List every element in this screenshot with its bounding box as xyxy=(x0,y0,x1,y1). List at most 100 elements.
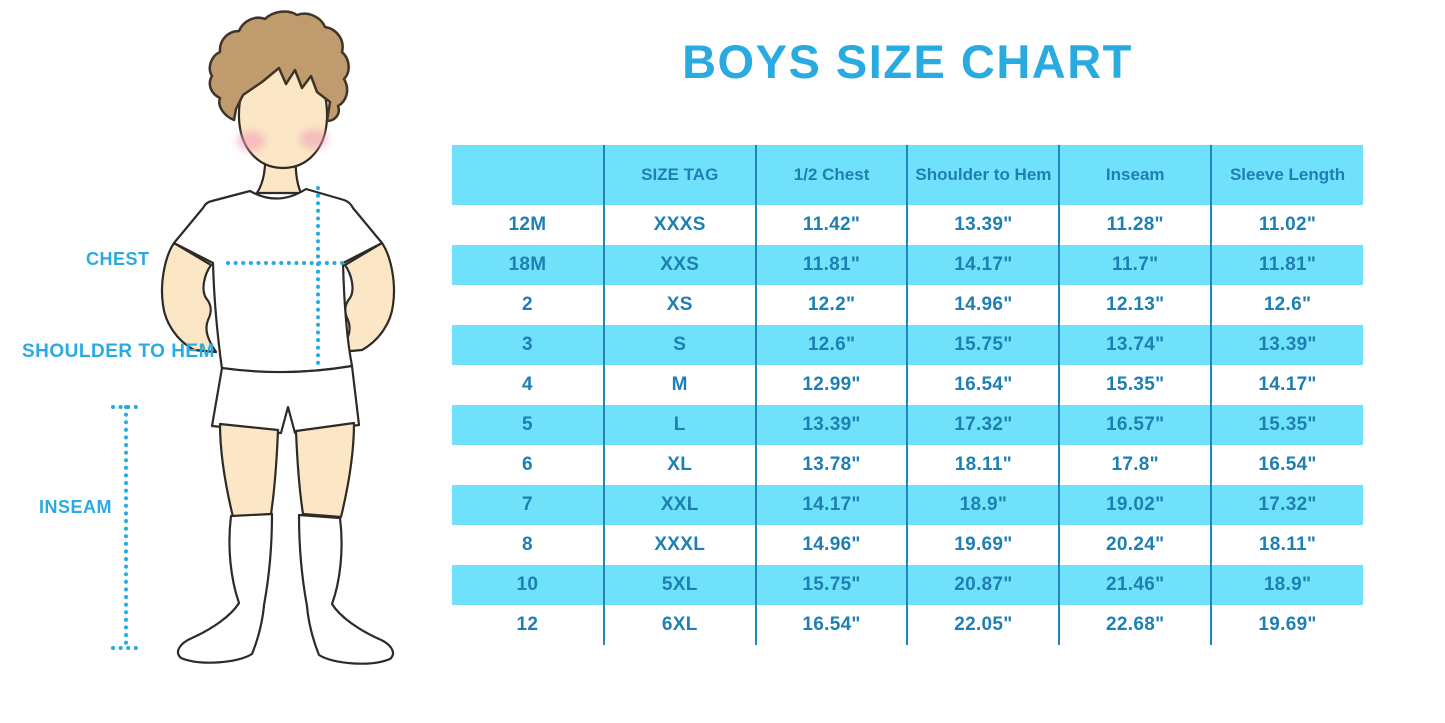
table-cell: 12.6" xyxy=(754,325,908,365)
table-cell: 18.11" xyxy=(1210,525,1363,565)
boy-right-sock xyxy=(297,513,395,665)
table-cell: 19.69" xyxy=(906,525,1060,565)
table-cell: 13.39" xyxy=(906,205,1060,245)
column-header: Shoulder to Hem xyxy=(906,145,1060,205)
table-cell: 11.42" xyxy=(754,205,908,245)
boy-left-thigh xyxy=(218,422,280,519)
boy-hair xyxy=(208,10,350,123)
table-cell: 15.35" xyxy=(1058,365,1212,405)
table-cell: 16.54" xyxy=(754,605,908,645)
table-row: 3 S 12.6" 15.75" 13.74" 13.39" xyxy=(452,325,1363,365)
table-cell: 11.02" xyxy=(1210,205,1363,245)
table-row: 6 XL 13.78" 18.11" 17.8" 16.54" xyxy=(452,445,1363,485)
table-cell: 10 xyxy=(452,565,604,605)
table-cell: 15.75" xyxy=(754,565,908,605)
size-table-container: SIZE TAG 1/2 Chest Shoulder to Hem Inseam Sl… xyxy=(452,145,1363,645)
table-cell: 19.69" xyxy=(1210,605,1363,645)
table-cell: 6XL xyxy=(602,605,756,645)
table-cell: 22.68" xyxy=(1058,605,1212,645)
table-row: 12M XXXS 11.42" 13.39" 11.28" 11.02" xyxy=(452,205,1363,245)
table-cell: 13.74" xyxy=(1058,325,1212,365)
table-cell: 16.57" xyxy=(1058,405,1212,445)
chest-label: CHEST xyxy=(86,249,150,269)
table-cell: 17.32" xyxy=(1210,485,1363,525)
table-cell: XXS xyxy=(602,245,756,285)
table-cell: 14.17" xyxy=(754,485,908,525)
table-row: 2 XS 12.2" 14.96" 12.13" 12.6" xyxy=(452,285,1363,325)
page-title: BOYS SIZE CHART xyxy=(682,35,1133,88)
table-cell: 20.87" xyxy=(906,565,1060,605)
table-cell: 17.32" xyxy=(906,405,1060,445)
table-row: 18M XXS 11.81" 14.17" 11.7" 11.81" xyxy=(452,245,1363,285)
table-cell: 16.54" xyxy=(906,365,1060,405)
column-header: 1/2 Chest xyxy=(754,145,908,205)
size-table: SIZE TAG 1/2 Chest Shoulder to Hem Inseam Sl… xyxy=(452,145,1363,645)
table-cell: 4 xyxy=(521,374,533,395)
boy-left-sock xyxy=(176,512,274,664)
table-row: 4 M 12.99" 16.54" 15.35" 14.17" xyxy=(452,365,1363,405)
table-cell: XXXL xyxy=(602,525,756,565)
table-cell: 21.46" xyxy=(1058,565,1212,605)
table-cell: 12.6" xyxy=(1210,285,1363,325)
boy-shorts xyxy=(210,364,361,435)
table-cell: 12M xyxy=(508,214,547,235)
table-cell: 6 xyxy=(521,454,533,475)
table-cell: 20.24" xyxy=(1058,525,1212,565)
table-cell: 17.8" xyxy=(1058,445,1212,485)
column-header: Sleeve Length xyxy=(1210,145,1363,205)
header-row: SIZE TAG 1/2 Chest Shoulder to Hem Inseam Sl… xyxy=(452,145,1363,205)
table-cell: 18.9" xyxy=(1210,565,1363,605)
table-cell: XL xyxy=(602,445,756,485)
table-cell: 13.78" xyxy=(754,445,908,485)
table-cell: XS xyxy=(602,285,756,325)
table-cell: XXL xyxy=(602,485,756,525)
table-cell: 3 xyxy=(452,325,604,365)
table-cell: XXXS xyxy=(602,205,756,245)
table-cell: 7 xyxy=(452,485,604,525)
table-cell: 8 xyxy=(521,534,533,555)
boy-cheek-left xyxy=(237,131,265,151)
table-cell: 12.99" xyxy=(754,365,908,405)
table-cell: 15.35" xyxy=(1210,405,1363,445)
table-cell: 2 xyxy=(521,294,533,315)
table-cell: 11.28" xyxy=(1058,205,1212,245)
size-table-body: 12M XXXS 11.42" 13.39" 11.28" 11.02" 18M XXS 11.… xyxy=(452,205,1363,645)
column-header: Inseam xyxy=(1058,145,1212,205)
boy-measurement-illustration xyxy=(111,10,396,665)
table-cell: S xyxy=(602,325,756,365)
table-cell: 11.81" xyxy=(1210,245,1363,285)
table-row: 12 6XL 16.54" 22.05" 22.68" 19.69" xyxy=(452,605,1363,645)
column-header: SIZE TAG xyxy=(602,145,756,205)
table-cell: 16.54" xyxy=(1210,445,1363,485)
table-cell: M xyxy=(602,365,756,405)
table-cell: 12.13" xyxy=(1058,285,1212,325)
table-cell: 14.96" xyxy=(754,525,908,565)
boy-left-arm xyxy=(160,241,218,354)
table-cell: 14.17" xyxy=(1210,365,1363,405)
table-cell: 14.96" xyxy=(906,285,1060,325)
shoulder-to-hem-label: SHOULDER TO HEM xyxy=(22,341,215,362)
table-cell: 13.39" xyxy=(754,405,908,445)
table-row: 5 L 13.39" 17.32" 16.57" 15.35" xyxy=(452,405,1363,445)
table-cell: 18M xyxy=(452,245,604,285)
table-cell: 14.17" xyxy=(906,245,1060,285)
table-cell: 12 xyxy=(516,614,539,635)
table-cell: 5XL xyxy=(602,565,756,605)
table-row: 7 XXL 14.17" 18.9" 19.02" 17.32" xyxy=(452,485,1363,525)
table-cell: 22.05" xyxy=(906,605,1060,645)
column-header xyxy=(452,145,604,205)
table-cell: 18.11" xyxy=(906,445,1060,485)
table-cell: 15.75" xyxy=(906,325,1060,365)
table-cell: 5 xyxy=(452,405,604,445)
table-cell: 18.9" xyxy=(906,485,1060,525)
inseam-label: INSEAM xyxy=(39,497,113,517)
table-cell: 11.81" xyxy=(754,245,908,285)
table-cell: L xyxy=(602,405,756,445)
table-cell: 11.7" xyxy=(1058,245,1212,285)
boy-cheek-right xyxy=(300,129,328,149)
table-row: 10 5XL 15.75" 20.87" 21.46" 18.9" xyxy=(452,565,1363,605)
table-row: 8 XXXL 14.96" 19.69" 20.24" 18.11" xyxy=(452,525,1363,565)
table-cell: 13.39" xyxy=(1210,325,1363,365)
table-cell: 12.2" xyxy=(754,285,908,325)
